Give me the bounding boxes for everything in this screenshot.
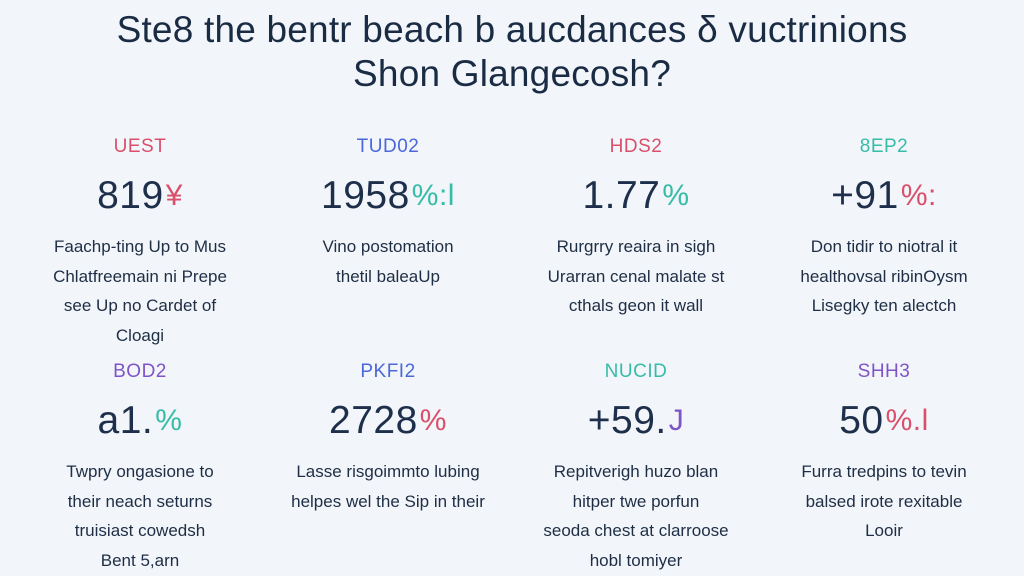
stat-accent: ¥ <box>165 179 183 212</box>
stat-number: 1958 <box>321 174 410 217</box>
description-line: Cloagi <box>115 325 165 345</box>
description-line: Furra tredpins to tevin <box>801 462 967 481</box>
stat-number: 1.77 <box>582 174 661 217</box>
stat-description: Lasse risgoimmto lubing helpes wel the S… <box>272 457 504 516</box>
description-line: helpes wel the Sip in their <box>291 491 485 511</box>
description-line: Faachp-ting Up to Mus <box>54 237 226 256</box>
description-line: see Up no Cardet of <box>63 296 217 315</box>
stat-code: UEST <box>113 136 167 157</box>
stat-accent: % <box>662 179 690 212</box>
stat-accent: % <box>419 404 447 437</box>
description-line: hobl tomiyer <box>589 550 683 570</box>
stat-accent: J <box>668 404 685 437</box>
stat-description: Faachp-ting Up to Mus Chlatfreemain ni P… <box>24 232 256 350</box>
stat-value: +91%: <box>760 174 1008 218</box>
stat-accent: %.l <box>885 404 929 437</box>
description-line: cthals geon it wall <box>568 296 704 315</box>
description-line: seoda chest at clarroose <box>543 521 729 540</box>
stat-code: BOD2 <box>113 361 167 382</box>
stat-accent: % <box>155 404 183 437</box>
stat-description: Rurgrry reaira in sigh Urarran cenal mal… <box>520 232 752 321</box>
stat-number: 819 <box>97 174 164 217</box>
stat-code: 8EP2 <box>859 136 909 157</box>
description-line: Looir <box>865 521 903 540</box>
stat-number: +59. <box>587 399 667 442</box>
stat-description: Vino postomation thetil baleaUp <box>272 232 504 291</box>
stat-card: BOD2 а1.% Twpry ongasione to their neach… <box>16 355 264 570</box>
stat-number: 50 <box>839 399 884 442</box>
stat-description: Furra tredpins to tevin balsed irote rex… <box>768 457 1000 546</box>
description-line: hitper twe porfun <box>572 491 700 511</box>
stat-card: TUD02 1958%:l Vino postomation thetil ba… <box>264 130 512 355</box>
description-line: Don tidir to niotral it <box>810 237 958 256</box>
stats-grid: UEST 819¥ Faachp-ting Up to Mus Chlatfre… <box>16 130 1008 570</box>
stat-number: а1. <box>97 399 154 442</box>
stat-description: Don tidir to niotral it healthovsal ribi… <box>768 232 1000 321</box>
stat-number: 2728 <box>329 399 418 442</box>
stat-value: 1958%:l <box>264 174 512 218</box>
stat-description: Twpry ongasione to their neach seturns t… <box>24 457 256 575</box>
description-line: Twpry ongasione to <box>66 462 214 481</box>
stat-value: 819¥ <box>16 174 264 218</box>
description-line: Urarran cenal malate st <box>547 266 725 286</box>
stat-card: 8EP2 +91%: Don tidir to niotral it healt… <box>760 130 1008 355</box>
stat-card: SHH3 50%.l Furra tredpins to tevin balse… <box>760 355 1008 570</box>
description-line: healthovsal ribinOysm <box>800 266 968 286</box>
description-line: Bent 5,arn <box>100 550 180 570</box>
description-line: Lisegky ten alectch <box>811 296 957 315</box>
stat-code: HDS2 <box>609 136 663 157</box>
description-line: Vino postomation <box>322 237 454 256</box>
page-title-line-2: Shon Glangecosh? <box>353 53 671 94</box>
description-line: balsed irote rexitable <box>805 491 963 511</box>
description-line: Rurgrry reaira in sigh <box>556 237 716 256</box>
stat-card: NUCID +59.J Repitverigh huzo blan hitper… <box>512 355 760 570</box>
stat-value: 50%.l <box>760 399 1008 443</box>
stat-number: +91 <box>831 174 899 217</box>
stat-card: UEST 819¥ Faachp-ting Up to Mus Chlatfre… <box>16 130 264 355</box>
page-title-line-1: Ste8 the bentr beach b aucdances δ vuctr… <box>116 9 908 50</box>
stat-value: а1.% <box>16 399 264 443</box>
stat-code: TUD02 <box>356 136 420 157</box>
stat-code: NUCID <box>604 361 668 382</box>
stat-accent: %:l <box>411 179 455 212</box>
description-line: truisiast cowedsh <box>74 521 206 540</box>
stat-value: +59.J <box>512 399 760 443</box>
description-line: Chlatfreemain ni Prepe <box>53 266 227 286</box>
stat-value: 2728% <box>264 399 512 443</box>
stat-code: PKFI2 <box>360 361 416 382</box>
stat-card: PKFI2 2728% Lasse risgoimmto lubing help… <box>264 355 512 570</box>
stat-card: HDS2 1.77% Rurgrry reaira in sigh Urarra… <box>512 130 760 355</box>
description-line: Lasse risgoimmto lubing <box>296 462 480 481</box>
description-line: thetil baleaUp <box>336 266 440 286</box>
description-line: Repitverigh huzo blan <box>553 462 719 481</box>
stat-code: SHH3 <box>857 361 911 382</box>
page-title: Ste8 the bentr beach b aucdances δ vuctr… <box>0 8 1024 96</box>
description-line: their neach seturns <box>67 491 213 511</box>
stat-description: Repitverigh huzo blan hitper twe porfun … <box>520 457 752 575</box>
stat-accent: %: <box>900 179 937 212</box>
stat-value: 1.77% <box>512 174 760 218</box>
